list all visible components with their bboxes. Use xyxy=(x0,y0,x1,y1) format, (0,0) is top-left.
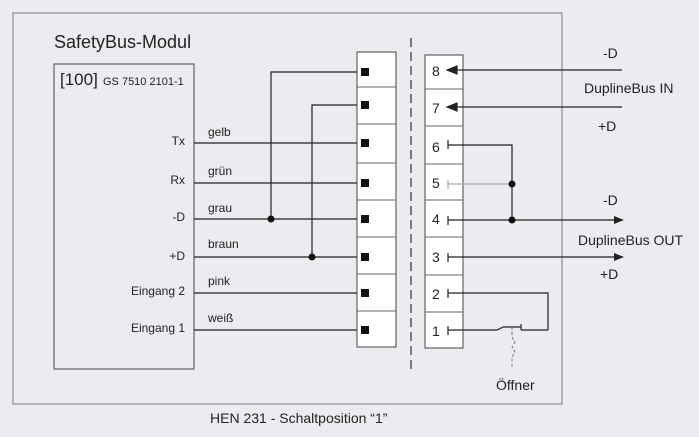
junction-dot-terminal-4 xyxy=(508,216,516,224)
bus-out-plus-label: +D xyxy=(600,266,618,282)
junction-dot-terminal-5 xyxy=(508,180,516,188)
connector-pin xyxy=(361,289,369,297)
signal-label-tx: Tx xyxy=(172,134,185,148)
terminal-block xyxy=(424,54,464,349)
wire-plus-d-branch xyxy=(311,104,364,257)
terminal-8: 8 xyxy=(432,63,440,79)
terminal-4: 4 xyxy=(432,211,440,227)
module-box xyxy=(53,63,195,370)
arrow-right-icon xyxy=(614,216,624,224)
connector-pin xyxy=(361,101,369,109)
arrow-left-icon xyxy=(445,102,458,112)
wire-label-gruen: grün xyxy=(208,164,232,178)
module-title: SafetyBus-Modul xyxy=(54,32,191,52)
wire-label-gelb: gelb xyxy=(208,125,231,139)
bus-in-minus-label: -D xyxy=(603,45,618,61)
connector-pin xyxy=(361,68,369,76)
terminal-7: 7 xyxy=(432,100,440,116)
diagram-caption: HEN 231 - Schaltposition “1” xyxy=(210,410,388,426)
connector-pin xyxy=(361,139,369,147)
terminal-1: 1 xyxy=(432,323,440,339)
bus-out-minus-label: -D xyxy=(603,192,618,208)
wire-terminal-6 xyxy=(448,144,513,220)
wire-label-grau: grau xyxy=(208,201,232,215)
wire-minus-d-branch xyxy=(270,71,364,219)
terminal-6: 6 xyxy=(432,139,440,155)
signal-label-eingang-2: Eingang 2 xyxy=(131,284,185,298)
wire-terminal-1-left xyxy=(448,326,504,331)
module-part-number: GS 7510 2101-1 xyxy=(103,76,184,88)
junction-dot-minus-d xyxy=(267,215,275,223)
bus-out-name: DuplineBus OUT xyxy=(578,232,683,248)
outer-frame xyxy=(12,12,563,405)
wire-label-braun: braun xyxy=(208,237,239,251)
signal-label-minus-d: -D xyxy=(172,210,185,224)
module-address: [100] xyxy=(60,70,98,89)
wire-label-weiss: weiß xyxy=(207,311,233,325)
connector-pin xyxy=(361,215,369,223)
contact-label-oeffner: Öffner xyxy=(496,376,535,393)
wire-terminal-2 xyxy=(448,292,549,330)
signal-label-plus-d: +D xyxy=(169,249,185,263)
connector-pin xyxy=(361,253,369,261)
wire-label-pink: pink xyxy=(208,274,231,288)
bus-in-plus-label: +D xyxy=(598,118,616,134)
terminal-3: 3 xyxy=(432,249,440,265)
terminal-5: 5 xyxy=(432,175,440,191)
arrow-left-icon xyxy=(445,65,458,75)
arrow-right-icon xyxy=(614,253,624,261)
junction-dot-plus-d xyxy=(308,253,316,261)
nc-actuator-linkage xyxy=(511,327,516,368)
signal-label-rx: Rx xyxy=(170,173,185,187)
connector-pin xyxy=(361,326,369,334)
bus-in-name: DuplineBus IN xyxy=(584,80,674,96)
connector-pin xyxy=(361,179,369,187)
signal-label-eingang-1: Eingang 1 xyxy=(131,321,185,335)
terminal-2: 2 xyxy=(432,286,440,302)
